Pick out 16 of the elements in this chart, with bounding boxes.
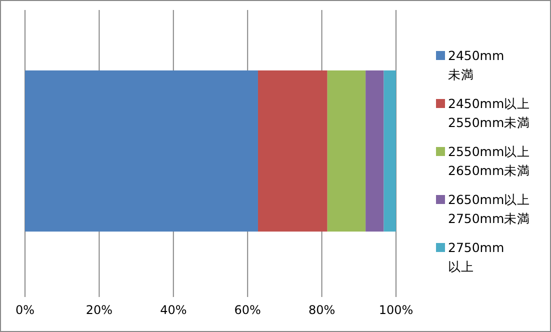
legend-label: 2450mm以上 2550mm未満 <box>448 96 530 130</box>
legend-label: 2650mm以上 2750mm未満 <box>448 192 530 226</box>
x-tick-label: 40% <box>160 303 187 317</box>
x-tick-label: 100% <box>378 303 414 317</box>
bar <box>258 70 328 232</box>
bar <box>327 70 366 232</box>
legend-label: 2750mm 以上 <box>448 240 504 274</box>
x-tick-label: 20% <box>86 303 113 317</box>
bar <box>25 70 258 232</box>
x-tick-label: 80% <box>308 303 336 317</box>
legend-label: 2550mm以上 2650mm未満 <box>448 144 530 178</box>
bar <box>366 70 384 232</box>
x-tick-label: 60% <box>234 303 261 317</box>
x-tick-label: 0% <box>15 303 35 317</box>
bar <box>384 70 396 232</box>
legend-label: 2450mm 未満 <box>448 48 504 82</box>
